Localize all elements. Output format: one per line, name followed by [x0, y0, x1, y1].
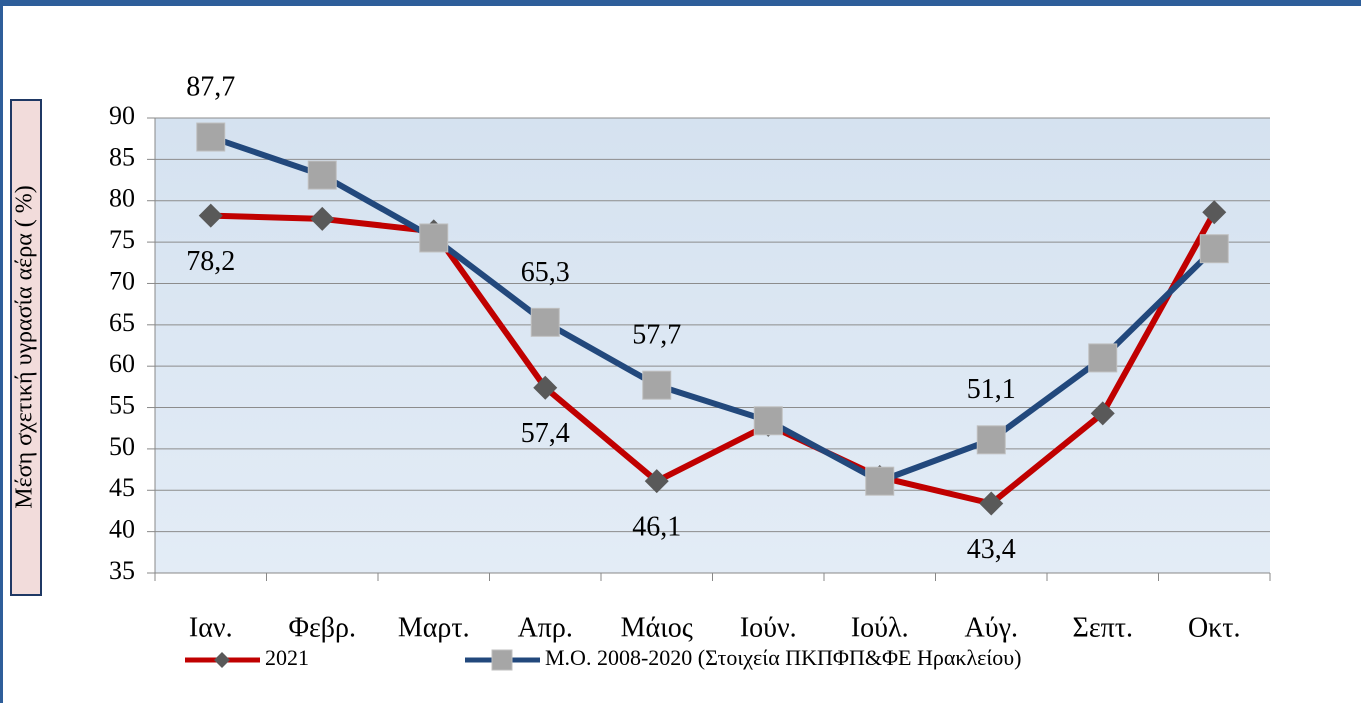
legend-label: 2021	[265, 645, 309, 670]
data-label: 65,3	[521, 257, 570, 288]
y-tick-label: 35	[109, 556, 135, 585]
plot-area	[155, 118, 1270, 573]
legend-marker	[214, 652, 230, 668]
data-label: 87,7	[186, 71, 235, 102]
y-tick-label: 45	[109, 473, 135, 502]
data-label: 46,1	[632, 512, 681, 543]
x-tick-label: Σεπτ.	[1073, 612, 1133, 643]
y-tick-label: 85	[109, 142, 135, 171]
y-tick-label: 65	[109, 308, 135, 337]
data-point	[310, 206, 335, 231]
y-tick-label: 90	[109, 101, 135, 130]
data-point	[196, 122, 226, 152]
x-tick-label: Ιούν.	[740, 612, 797, 643]
legend-marker	[491, 649, 513, 671]
y-tick-label: 40	[109, 515, 135, 544]
y-tick-label: 55	[109, 391, 135, 420]
data-point	[1202, 200, 1227, 225]
y-tick-label: 75	[109, 225, 135, 254]
data-point	[530, 307, 560, 337]
x-tick-label: Αύγ.	[965, 612, 1018, 643]
x-tick-label: Ιαν.	[189, 612, 233, 643]
y-label-box	[10, 99, 42, 596]
data-point	[533, 375, 558, 400]
series-line	[209, 134, 1217, 485]
data-point	[642, 370, 672, 400]
data-point	[198, 203, 223, 228]
x-tick-label: Μάιος	[621, 612, 693, 643]
x-tick-label: Μαρτ.	[398, 612, 470, 643]
data-point	[979, 491, 1004, 516]
y-tick-label: 60	[109, 349, 135, 378]
data-point	[1088, 343, 1118, 373]
y-tick-label: 70	[109, 266, 135, 295]
x-tick-label: Φεβρ.	[289, 612, 356, 643]
y-axis-label: Μέση σχετική υγρασία αέρα ( %)	[12, 185, 38, 509]
y-tick-label: 50	[109, 432, 135, 461]
x-tick-label: Απρ.	[518, 612, 573, 643]
data-point	[753, 406, 783, 436]
series-line	[210, 210, 1217, 507]
data-label: 51,1	[967, 374, 1016, 405]
left-border	[0, 0, 3, 703]
top-border	[0, 0, 1361, 6]
data-label: 78,2	[186, 246, 235, 277]
data-label: 43,4	[967, 534, 1016, 565]
data-point	[865, 466, 895, 496]
data-label: 57,4	[521, 418, 570, 449]
y-tick-label: 80	[109, 184, 135, 213]
legend-label: Μ.Ο. 2008-2020 (Στοιχεία ΠΚΠΦΠ&ΦΕ Ηρακλε…	[545, 645, 1022, 670]
data-point	[644, 469, 669, 494]
x-tick-label: Οκτ.	[1188, 612, 1241, 643]
data-point	[419, 223, 449, 253]
data-label: 57,7	[632, 320, 681, 351]
data-point	[307, 160, 337, 190]
data-point	[1199, 234, 1229, 264]
x-tick-label: Ιούλ.	[851, 612, 909, 643]
data-point	[976, 425, 1006, 455]
data-point	[1090, 401, 1115, 426]
